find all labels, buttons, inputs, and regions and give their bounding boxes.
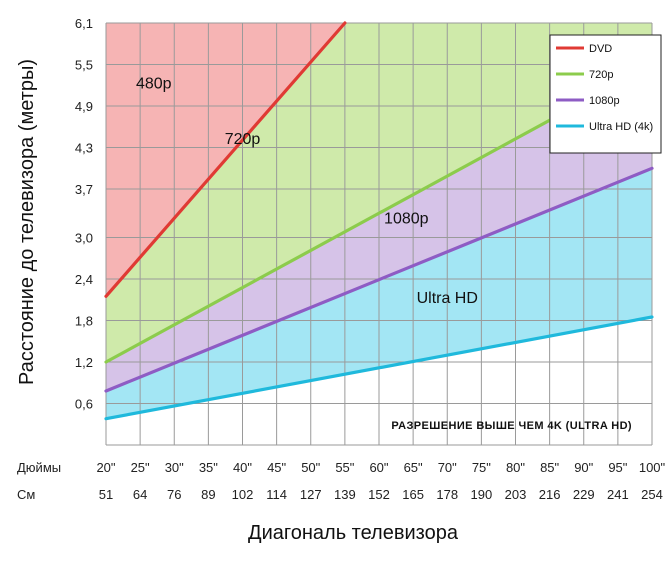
tick-labels: 0,6 1,2 1,8 2,4 3,0 3,7 4,3 4,9 5,5 6,1 20" 51 25" 64… [75, 16, 666, 502]
y-tick-label: 1,2 [75, 355, 93, 370]
x-tick-label-cm: 190 [471, 487, 493, 502]
legend-box [549, 34, 662, 154]
y-tick-label: 4,3 [75, 141, 93, 156]
x-tick-label-inches: 100" [639, 460, 666, 475]
x-tick-label-inches: 50" [301, 460, 320, 475]
series-line-3 [104, 315, 654, 421]
y-axis-label: Расстояние до телевизора (метры) [16, 59, 38, 385]
x-tick-label-inches: 35" [199, 460, 218, 475]
x-tick-label-inches: 85" [540, 460, 559, 475]
plot-grid [105, 22, 653, 446]
legend-label: DVD [589, 43, 612, 55]
x-tick-label-inches: 80" [506, 460, 525, 475]
series-line-0 [104, 21, 347, 298]
legend: DVD 720p 1080p Ultra HD (4k) [549, 34, 662, 154]
x-tick-label-inches: 55" [335, 460, 354, 475]
x-tick-label-cm: 76 [167, 487, 181, 502]
x-tick-label-cm: 102 [232, 487, 254, 502]
legend-label: 1080p [589, 95, 620, 107]
x-tick-label-cm: 127 [300, 487, 322, 502]
y-tick-label: 2,4 [75, 272, 93, 287]
region-label: 720p [225, 131, 261, 148]
x-tick-label-cm: 114 [266, 487, 287, 502]
x-tick-label-cm: 89 [201, 487, 215, 502]
series-line-2 [104, 166, 654, 393]
x-tick-label-inches: 65" [404, 460, 423, 475]
annotation-text: РАЗРЕШЕНИЕ ВЫШЕ ЧЕМ 4K (ULTRA HD) [391, 420, 632, 432]
x-tick-label-cm: 216 [539, 487, 561, 502]
x-tick-label-inches: 95" [608, 460, 627, 475]
x-tick-label-inches: 45" [267, 460, 286, 475]
region-label: 480p [136, 76, 172, 93]
region-label: 1080p [384, 211, 429, 228]
y-tick-label: 3,0 [75, 230, 93, 245]
x-tick-label-cm: 229 [573, 487, 595, 502]
x-tick-label-cm: 203 [505, 487, 527, 502]
x-axis-label: Диагональ телевизора [248, 522, 459, 544]
y-tick-label: 5,5 [75, 58, 93, 73]
x-tick-label-inches: 70" [438, 460, 457, 475]
x-tick-label-inches: 20" [96, 460, 115, 475]
y-tick-label: 0,6 [75, 396, 93, 411]
x-tick-label-cm: 64 [133, 487, 147, 502]
y-tick-label: 3,7 [75, 182, 93, 197]
x-tick-label-cm: 152 [368, 487, 390, 502]
x-tick-label-cm: 178 [436, 487, 458, 502]
y-tick-label: 4,9 [75, 99, 93, 114]
x-tick-label-cm: 254 [641, 487, 663, 502]
x-tick-label-inches: 30" [165, 460, 184, 475]
x-tick-label-cm: 241 [607, 487, 629, 502]
x-row-label-cm: См [17, 487, 35, 502]
y-tick-label: 6,1 [75, 16, 93, 31]
legend-label: 720p [589, 69, 613, 81]
y-tick-label: 1,8 [75, 313, 93, 328]
x-tick-label-inches: 60" [369, 460, 388, 475]
x-row-label-inches: Дюймы [17, 460, 61, 475]
x-tick-label-inches: 75" [472, 460, 491, 475]
x-tick-label-cm: 139 [334, 487, 356, 502]
x-tick-label-cm: 51 [99, 487, 113, 502]
legend-label: Ultra HD (4k) [589, 121, 653, 133]
x-tick-label-cm: 165 [402, 487, 424, 502]
x-tick-label-inches: 40" [233, 460, 252, 475]
x-tick-label-inches: 90" [574, 460, 593, 475]
region-label: Ultra HD [417, 290, 478, 307]
x-tick-label-inches: 25" [131, 460, 150, 475]
region-labels: 480p 720p 1080p Ultra HD [136, 76, 478, 307]
